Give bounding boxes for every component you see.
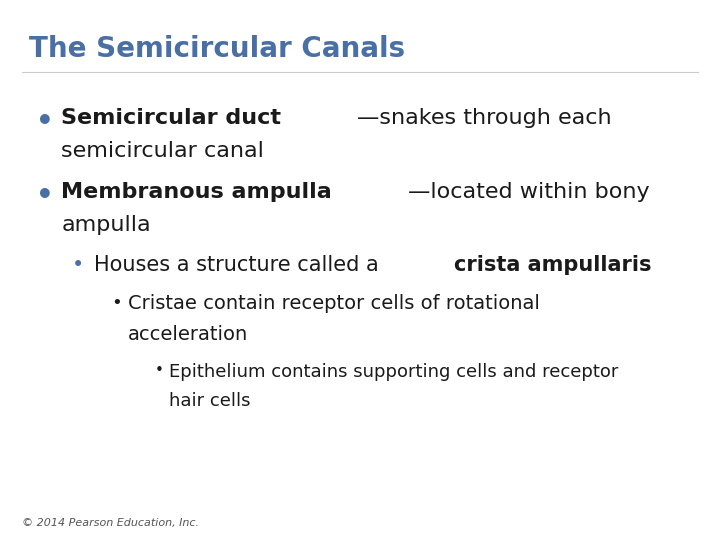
Text: —located within bony: —located within bony [408,182,650,202]
Text: •: • [36,182,54,210]
Text: semicircular canal: semicircular canal [61,141,264,161]
Text: •: • [112,294,122,312]
Text: Houses a structure called a: Houses a structure called a [94,255,385,275]
Text: •: • [36,108,54,136]
Text: Semicircular duct: Semicircular duct [61,108,282,128]
Text: •: • [155,363,163,378]
Text: —snakes through each: —snakes through each [357,108,612,128]
Text: ampulla: ampulla [61,215,150,235]
Text: Epithelium contains supporting cells and receptor: Epithelium contains supporting cells and… [169,363,618,381]
Text: acceleration: acceleration [128,325,248,344]
Text: •: • [72,255,84,275]
Text: Cristae contain receptor cells of rotational: Cristae contain receptor cells of rotati… [128,294,540,313]
Text: crista ampullaris: crista ampullaris [454,255,652,275]
Text: The Semicircular Canals: The Semicircular Canals [29,35,405,63]
Text: © 2014 Pearson Education, Inc.: © 2014 Pearson Education, Inc. [22,518,199,528]
Text: hair cells: hair cells [169,392,251,409]
Text: Membranous ampulla: Membranous ampulla [61,182,332,202]
